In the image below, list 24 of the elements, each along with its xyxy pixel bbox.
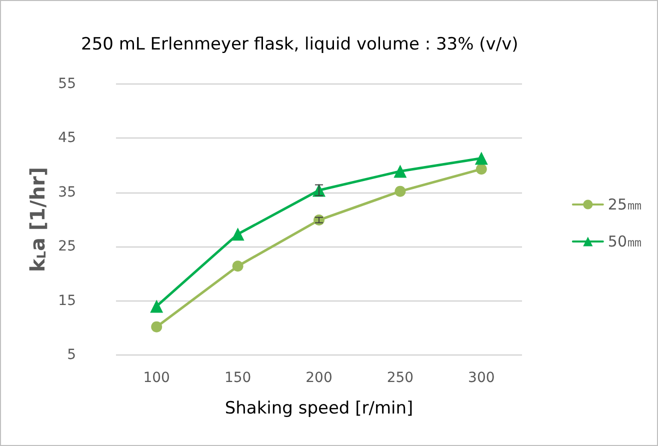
- x-tick-label: 200: [306, 370, 332, 386]
- x-tick-label: 100: [143, 370, 170, 386]
- y-tick-label: 25: [58, 238, 76, 255]
- x-tick-label: 250: [386, 370, 414, 386]
- legend-label: 25㎜: [608, 196, 642, 214]
- point: [232, 260, 244, 272]
- y-tick-label: 5: [67, 347, 76, 363]
- legend-label: 50㎜: [608, 232, 642, 250]
- y-tick-label: 35: [58, 184, 76, 200]
- point: [394, 186, 406, 197]
- point: [474, 152, 488, 165]
- chart-title: 250 mL Erlenmeyer flask, liquid volume : 33% (v/v): [81, 34, 518, 54]
- point: [150, 300, 164, 313]
- point: [151, 321, 162, 332]
- y-axis-title: kLa [1/hr]: [25, 166, 50, 272]
- point: [476, 164, 487, 175]
- point: [231, 228, 244, 241]
- x-tick-label: 300: [468, 370, 495, 386]
- y-tick-label: 15: [58, 292, 76, 309]
- y-tick-label: 45: [58, 130, 76, 146]
- point: [394, 164, 407, 178]
- x-axis-title: Shaking speed [r/min]: [224, 398, 414, 418]
- y-tick-label: 55: [58, 76, 76, 92]
- x-tick-label: 150: [224, 370, 252, 386]
